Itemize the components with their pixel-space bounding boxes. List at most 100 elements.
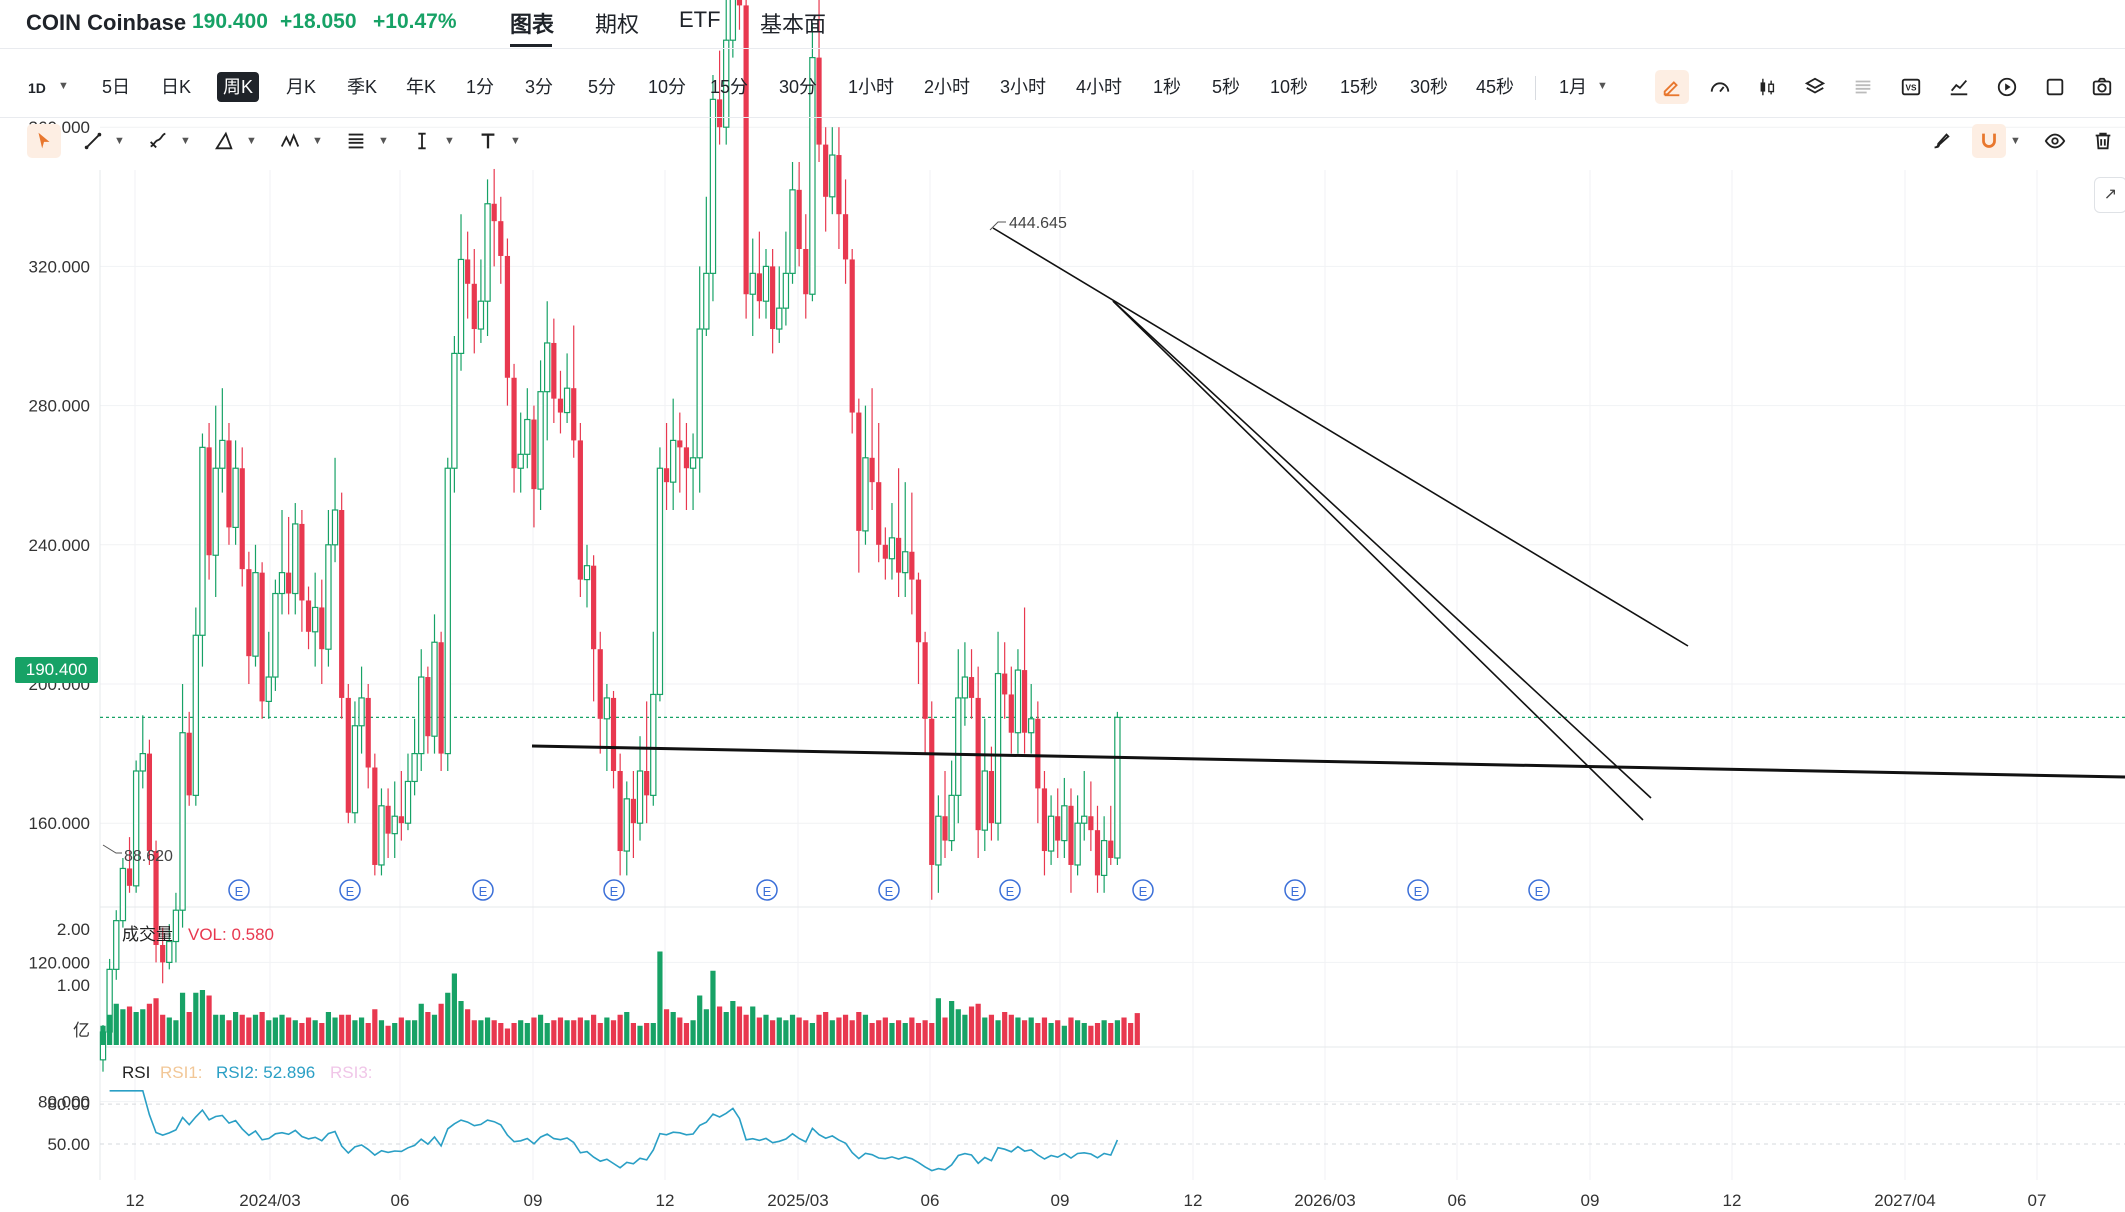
- x-tick-label: 06: [391, 1191, 410, 1210]
- gauge-icon[interactable]: [1703, 70, 1737, 104]
- candle-body: [981, 770, 988, 831]
- volume-bar: [252, 1014, 259, 1045]
- candles-icon[interactable]: [1750, 70, 1784, 104]
- timeframe-button[interactable]: 3分: [525, 77, 554, 97]
- earnings-marker-icon: [228, 879, 250, 901]
- candle-body: [206, 447, 212, 556]
- candle-body: [192, 634, 200, 796]
- volume-bar: [902, 1023, 908, 1045]
- candle-body: [212, 467, 219, 556]
- volume-bar: [478, 1020, 484, 1045]
- candle-body: [199, 446, 206, 636]
- candle-body: [351, 725, 359, 814]
- timeframe-button[interactable]: 15分: [710, 77, 749, 97]
- layers-icon[interactable]: [1798, 70, 1832, 104]
- fib-tool-icon[interactable]: [339, 124, 373, 158]
- candle-body: [975, 697, 981, 831]
- timeframe-button[interactable]: 30秒: [1410, 77, 1449, 97]
- timeframe-button[interactable]: 2小时: [924, 77, 971, 97]
- timeframe-button[interactable]: 5分: [588, 77, 617, 97]
- volume-bar: [1028, 1017, 1034, 1045]
- volume-bar: [617, 1014, 623, 1045]
- timeframe-button[interactable]: 5日: [102, 77, 131, 97]
- x-tick-label: 06: [921, 1191, 940, 1210]
- volume-bar: [1008, 1014, 1014, 1045]
- timeframe-button[interactable]: 30分: [779, 77, 818, 97]
- camera-icon[interactable]: [2085, 70, 2119, 104]
- candle-body: [743, 5, 749, 295]
- list-icon[interactable]: [1846, 70, 1880, 104]
- more-timeframes-button[interactable]: 1月: [1559, 77, 1588, 97]
- timeframe-button[interactable]: 10分: [648, 77, 687, 97]
- volume-bar: [286, 1017, 292, 1045]
- timeframe-button[interactable]: 10秒: [1270, 77, 1309, 97]
- timeframe-button[interactable]: 5秒: [1212, 77, 1241, 97]
- volume-bar: [272, 1017, 278, 1045]
- timeframe-button[interactable]: 15秒: [1340, 77, 1379, 97]
- tab-fundamentals[interactable]: 基本面: [760, 12, 827, 37]
- volume-bar: [677, 1017, 683, 1045]
- candle-body: [1114, 716, 1121, 859]
- earnings-marker-icon: [1132, 879, 1154, 901]
- price-change-pct: +10.47%: [373, 10, 457, 33]
- candle-body: [172, 909, 180, 943]
- earnings-marker-label: E: [763, 884, 772, 899]
- candle-body: [623, 798, 630, 852]
- divider: [0, 117, 2125, 118]
- volume-bar: [1041, 1017, 1048, 1045]
- timeframe-button[interactable]: 4小时: [1076, 77, 1123, 97]
- candle-body: [252, 572, 259, 657]
- replay-icon[interactable]: [1990, 70, 2024, 104]
- expand-icon[interactable]: ↗: [2094, 177, 2125, 213]
- text-tool-icon[interactable]: [471, 124, 505, 158]
- candle-body: [1088, 816, 1094, 831]
- volume-bar: [896, 1020, 902, 1045]
- volume-bar: [405, 1020, 411, 1045]
- chevron-down-icon: ▼: [180, 135, 191, 147]
- magnet-icon[interactable]: [1972, 124, 2006, 158]
- pen-tool-icon[interactable]: [141, 124, 175, 158]
- text-cursor-icon[interactable]: [405, 124, 439, 158]
- chart-edit-icon[interactable]: [1942, 70, 1976, 104]
- brush-icon[interactable]: [1924, 124, 1958, 158]
- tab-etf[interactable]: ETF: [679, 7, 721, 32]
- candle-body: [610, 697, 617, 771]
- volume-bar: [657, 951, 663, 1045]
- eye-icon[interactable]: [2038, 124, 2072, 158]
- layout-selector-icon[interactable]: 1D: [28, 80, 46, 96]
- candle-body: [829, 154, 836, 198]
- tab-options[interactable]: 期权: [595, 12, 640, 37]
- timeframe-button[interactable]: 45秒: [1476, 77, 1515, 97]
- candle-body: [782, 272, 790, 309]
- candle-body: [563, 387, 571, 414]
- cursor-icon[interactable]: [27, 124, 61, 158]
- line-tool-icon[interactable]: [76, 124, 110, 158]
- timeframe-button[interactable]: 月K: [286, 77, 317, 97]
- timeframe-button[interactable]: 3小时: [1000, 77, 1047, 97]
- candle-body: [942, 816, 948, 841]
- square-icon[interactable]: [2038, 70, 2072, 104]
- candle-body: [139, 752, 146, 772]
- candle-body: [259, 572, 265, 702]
- vs-icon[interactable]: VS: [1894, 70, 1928, 104]
- timeframe-button[interactable]: 日K: [161, 77, 192, 97]
- timeframe-button[interactable]: 1分: [466, 77, 495, 97]
- volume-bar: [1128, 1023, 1134, 1045]
- timeframe-button[interactable]: 1小时: [848, 77, 895, 97]
- candle-body: [378, 805, 385, 866]
- triangle-tool-icon[interactable]: [207, 124, 241, 158]
- pattern-tool-icon[interactable]: [273, 124, 307, 158]
- volume-bar: [624, 1012, 630, 1045]
- tab-chart[interactable]: 图表: [510, 12, 555, 37]
- timeframe-button[interactable]: 季K: [347, 77, 378, 97]
- candle-body: [696, 328, 703, 459]
- pencil-icon[interactable]: [1655, 70, 1689, 104]
- timeframe-button[interactable]: 周K: [217, 72, 260, 102]
- trash-icon[interactable]: [2086, 124, 2120, 158]
- volume-bar: [166, 1017, 172, 1045]
- volume-bar: [140, 1009, 146, 1045]
- timeframe-button[interactable]: 1秒: [1153, 77, 1182, 97]
- volume-bar: [199, 990, 206, 1045]
- timeframe-button[interactable]: 年K: [406, 77, 437, 97]
